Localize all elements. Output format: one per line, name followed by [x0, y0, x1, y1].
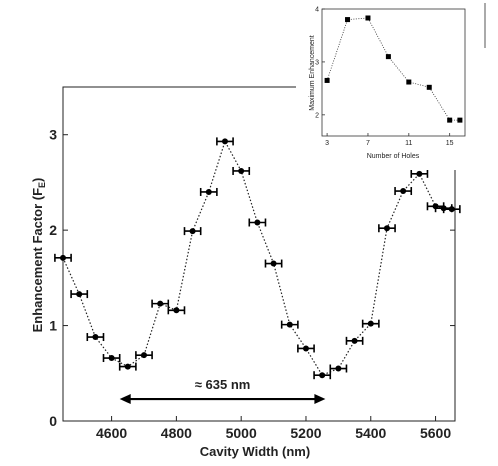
data-point	[351, 337, 358, 344]
data-point	[108, 355, 115, 362]
inset-x-axis-label: Number of Holes	[367, 153, 420, 160]
data-point	[221, 138, 228, 145]
inset-background	[296, 0, 476, 170]
data-point	[319, 372, 326, 379]
main-y-tick-label: 3	[49, 127, 57, 143]
inset-x-tick-label: 11	[405, 140, 412, 147]
error-bars	[54, 137, 461, 380]
annotation-arrowhead-left	[119, 394, 131, 405]
inset-chart: 3 7 11 15 2 3 4 Number of Holes Maximum Enhan…	[296, 0, 476, 170]
main-y-tick-label: 2	[49, 222, 57, 238]
main-y-ticks: 0 1 2 3	[49, 127, 455, 429]
main-x-tick-label: 5400	[355, 425, 386, 441]
inset-x-tick-label: 15	[446, 140, 454, 147]
data-point	[157, 300, 164, 307]
data-point	[416, 170, 423, 177]
annotation-label: ≈ 635 nm	[195, 377, 251, 392]
inset-plot-frame	[321, 8, 466, 137]
main-x-tick-label: 5600	[420, 425, 451, 441]
series-dotted-line	[62, 139, 452, 376]
data-point	[254, 219, 261, 226]
data-point	[440, 205, 447, 212]
inset-x-tick-label: 7	[366, 140, 370, 147]
inset-y-tick-label: 2	[315, 112, 319, 119]
data-point	[302, 345, 309, 352]
annotation-arrowhead-right	[314, 394, 326, 405]
data-point	[286, 321, 293, 328]
main-y-tick-label: 0	[49, 413, 57, 429]
data-point	[205, 188, 212, 195]
main-y-axis-label-close: )	[30, 178, 45, 182]
main-x-tick-label: 4800	[161, 425, 192, 441]
data-point	[448, 206, 455, 213]
data-point	[140, 352, 147, 359]
data-point	[124, 363, 131, 370]
inset-data-point	[447, 117, 453, 123]
main-plot-frame	[62, 86, 456, 422]
data-point	[76, 291, 83, 298]
inset-data-point	[345, 17, 351, 23]
inset-dotted-line	[326, 17, 460, 121]
inset-data-points	[324, 15, 463, 123]
inset-y-axis-label: Maximum Enhancement	[309, 35, 316, 111]
data-point	[173, 307, 180, 314]
data-point	[400, 188, 407, 195]
main-y-axis-label-text: Enhancement Factor (F	[30, 188, 45, 333]
main-x-axis-label: Cavity Width (nm)	[200, 444, 310, 459]
inset-data-point	[385, 54, 391, 60]
inset-data-point	[365, 15, 371, 21]
main-chart: 4600 4800 5000 5200 5400 5600 0 1 2 3 ≈ 635 nm C…	[30, 86, 461, 459]
inset-data-point	[324, 77, 330, 83]
data-point	[92, 334, 99, 341]
data-point	[367, 320, 374, 327]
inset-data-point	[457, 117, 463, 123]
inset-y-tick-label: 3	[315, 59, 319, 66]
main-x-tick-label: 4600	[96, 425, 127, 441]
data-point	[270, 260, 277, 267]
main-x-tick-label: 5200	[290, 425, 321, 441]
inset-y-ticks: 2 3 4	[315, 7, 325, 119]
data-point	[335, 365, 342, 372]
inset-x-ticks: 3 7 11 15	[325, 133, 454, 147]
width-annotation: ≈ 635 nm	[119, 377, 326, 405]
data-point	[238, 167, 245, 174]
main-x-tick-label: 5000	[226, 425, 257, 441]
main-y-tick-label: 1	[49, 318, 57, 334]
main-y-axis-label: Enhancement Factor (FE)	[30, 178, 47, 333]
data-points	[60, 138, 455, 379]
inset-data-point	[426, 84, 432, 90]
inset-y-tick-label: 4	[315, 7, 319, 14]
main-y-axis-label-subscript: E	[37, 182, 47, 188]
inset-data-point	[406, 79, 412, 85]
data-point	[189, 228, 196, 235]
data-point	[432, 203, 439, 210]
data-point	[383, 225, 390, 232]
inset-x-tick-label: 3	[325, 140, 329, 147]
main-x-ticks: 4600 4800 5000 5200 5400 5600	[96, 416, 451, 441]
data-point	[60, 254, 66, 261]
